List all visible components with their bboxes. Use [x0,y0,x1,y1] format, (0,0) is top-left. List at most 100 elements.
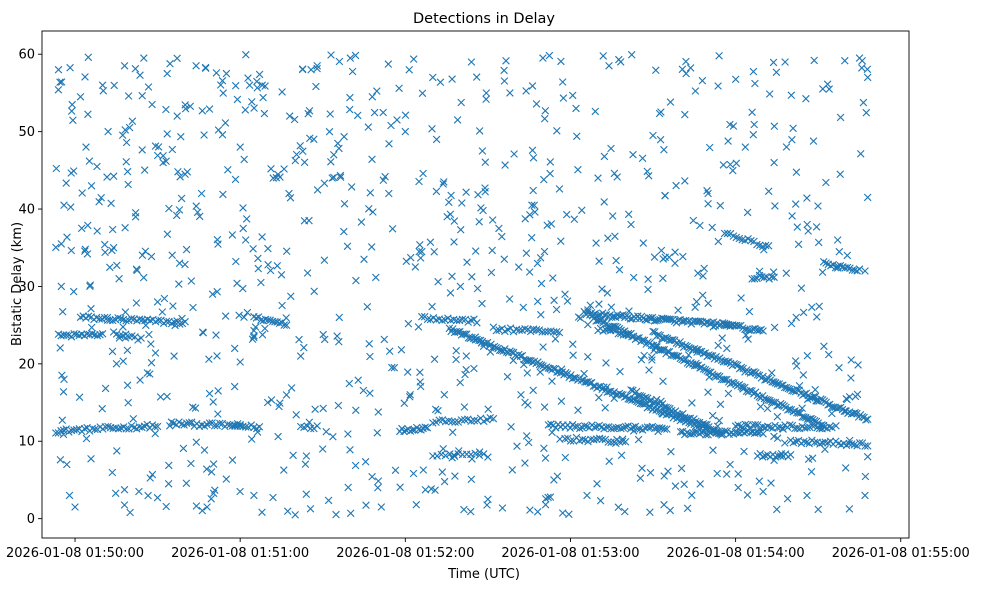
data-point [550,296,558,305]
data-point [129,415,138,423]
data-point [608,212,617,220]
data-point [243,308,252,317]
data-point [235,311,243,320]
data-point [452,346,460,355]
data-point [109,172,118,180]
data-point [678,355,686,364]
data-point [814,202,822,210]
data-point [104,127,112,136]
data-point [416,241,424,249]
data-point [845,436,854,445]
data-point [539,343,547,351]
data-point [173,54,181,63]
data-point [182,245,191,254]
y-axis-label: Bistatic Delay (km) [10,222,25,346]
data-point [644,275,652,283]
x-tick-label: 2026-01-08 01:50:00 [6,546,144,561]
data-point [627,50,636,59]
data-point [448,272,456,281]
data-point [606,325,614,333]
data-point [787,319,796,328]
data-point [296,352,305,360]
data-point [822,259,830,267]
data-point [166,59,174,68]
data-point [439,180,447,188]
data-point [56,344,64,352]
data-point [660,500,668,509]
data-point [854,361,862,369]
data-point [568,91,577,100]
data-point [269,174,277,182]
data-point [584,306,592,314]
data-point [509,356,518,365]
data-point [435,416,443,424]
data-point [696,221,704,230]
data-point [500,77,509,85]
data-point [231,175,240,184]
data-point [569,351,577,359]
data-point [132,265,141,273]
data-point [253,84,262,92]
data-point [586,301,595,310]
data-point [250,326,258,335]
data-point [546,493,555,501]
data-point [598,435,607,443]
data-point [611,232,619,241]
data-point [800,413,808,421]
data-point [614,503,623,511]
data-point [708,411,717,420]
data-point [264,316,272,324]
data-point [113,261,121,270]
data-point [478,147,487,155]
data-point [175,280,183,288]
data-point [151,349,160,357]
data-point [758,453,767,461]
data-point [451,418,459,426]
data-point [541,454,550,462]
data-point [395,84,403,93]
data-point [446,450,454,458]
data-point [543,221,551,230]
data-point [366,389,374,397]
data-point [572,104,580,113]
data-point [272,173,281,182]
data-point [205,105,214,113]
data-point [260,109,269,118]
chart-title: Detections in Delay [413,11,555,27]
data-point [98,404,106,413]
data-point [661,315,670,323]
data-point [140,166,149,174]
y-tick-label: 0 [27,512,35,527]
data-point [119,323,127,331]
data-point [466,507,475,516]
data-point [797,284,806,292]
data-point [340,132,348,141]
data-point [76,93,85,101]
data-point [744,335,752,343]
data-point [192,62,200,70]
data-point [409,469,418,478]
data-point [661,333,670,342]
y-tick-label: 60 [18,48,35,63]
data-point [861,267,869,275]
data-point [401,111,410,119]
data-point [702,431,710,439]
data-point [755,267,764,276]
data-point [522,432,531,440]
data-point [861,491,869,500]
data-point [644,172,653,180]
data-point [163,130,171,138]
data-point [259,93,267,102]
data-point [590,423,599,431]
data-point [253,428,262,436]
data-point [689,429,698,438]
data-point [236,358,244,366]
data-point [93,162,101,171]
data-point [448,454,456,462]
data-point [576,424,584,433]
data-point [416,254,425,262]
data-point [863,65,872,74]
data-point [530,201,539,210]
data-point [815,302,823,311]
data-point [734,470,742,478]
